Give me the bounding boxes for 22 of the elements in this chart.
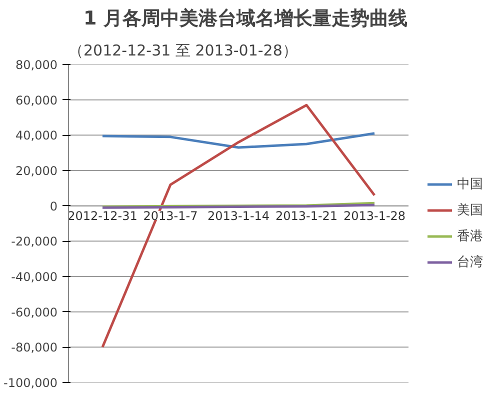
x-tick-label: 2012-12-31	[68, 208, 138, 223]
chart-subtitle: （2012-12-31 至 2013-01-28）	[68, 42, 298, 60]
y-tick-label: 20,000	[16, 164, 58, 178]
legend-label: 香港	[457, 228, 483, 245]
y-tick-label: 40,000	[16, 128, 58, 143]
y-tick-label: 80,000	[16, 58, 58, 72]
legend-label: 台湾	[457, 254, 483, 271]
chart-title: 1 月各周中美港台域名增长量走势曲线	[84, 8, 408, 30]
y-tick-label: 60,000	[16, 93, 58, 108]
x-tick-label: 2013-1-7	[143, 208, 198, 223]
legend-label: 美国	[457, 202, 483, 219]
y-tick-label: -20,000	[11, 234, 58, 249]
x-tick-label: 2013-1-21	[275, 208, 338, 223]
line-series	[101, 132, 376, 149]
y-tick-label: -60,000	[11, 305, 58, 320]
y-tick-label: -100,000	[4, 376, 58, 390]
x-tick-label: 2013-1-14	[207, 208, 270, 223]
y-tick-label: -40,000	[11, 270, 58, 284]
legend-label: 中国	[457, 176, 483, 193]
x-tick-label: 2013-1-28	[343, 208, 406, 223]
y-tick-label: 0	[50, 199, 58, 214]
y-tick-label: -80,000	[11, 340, 58, 355]
